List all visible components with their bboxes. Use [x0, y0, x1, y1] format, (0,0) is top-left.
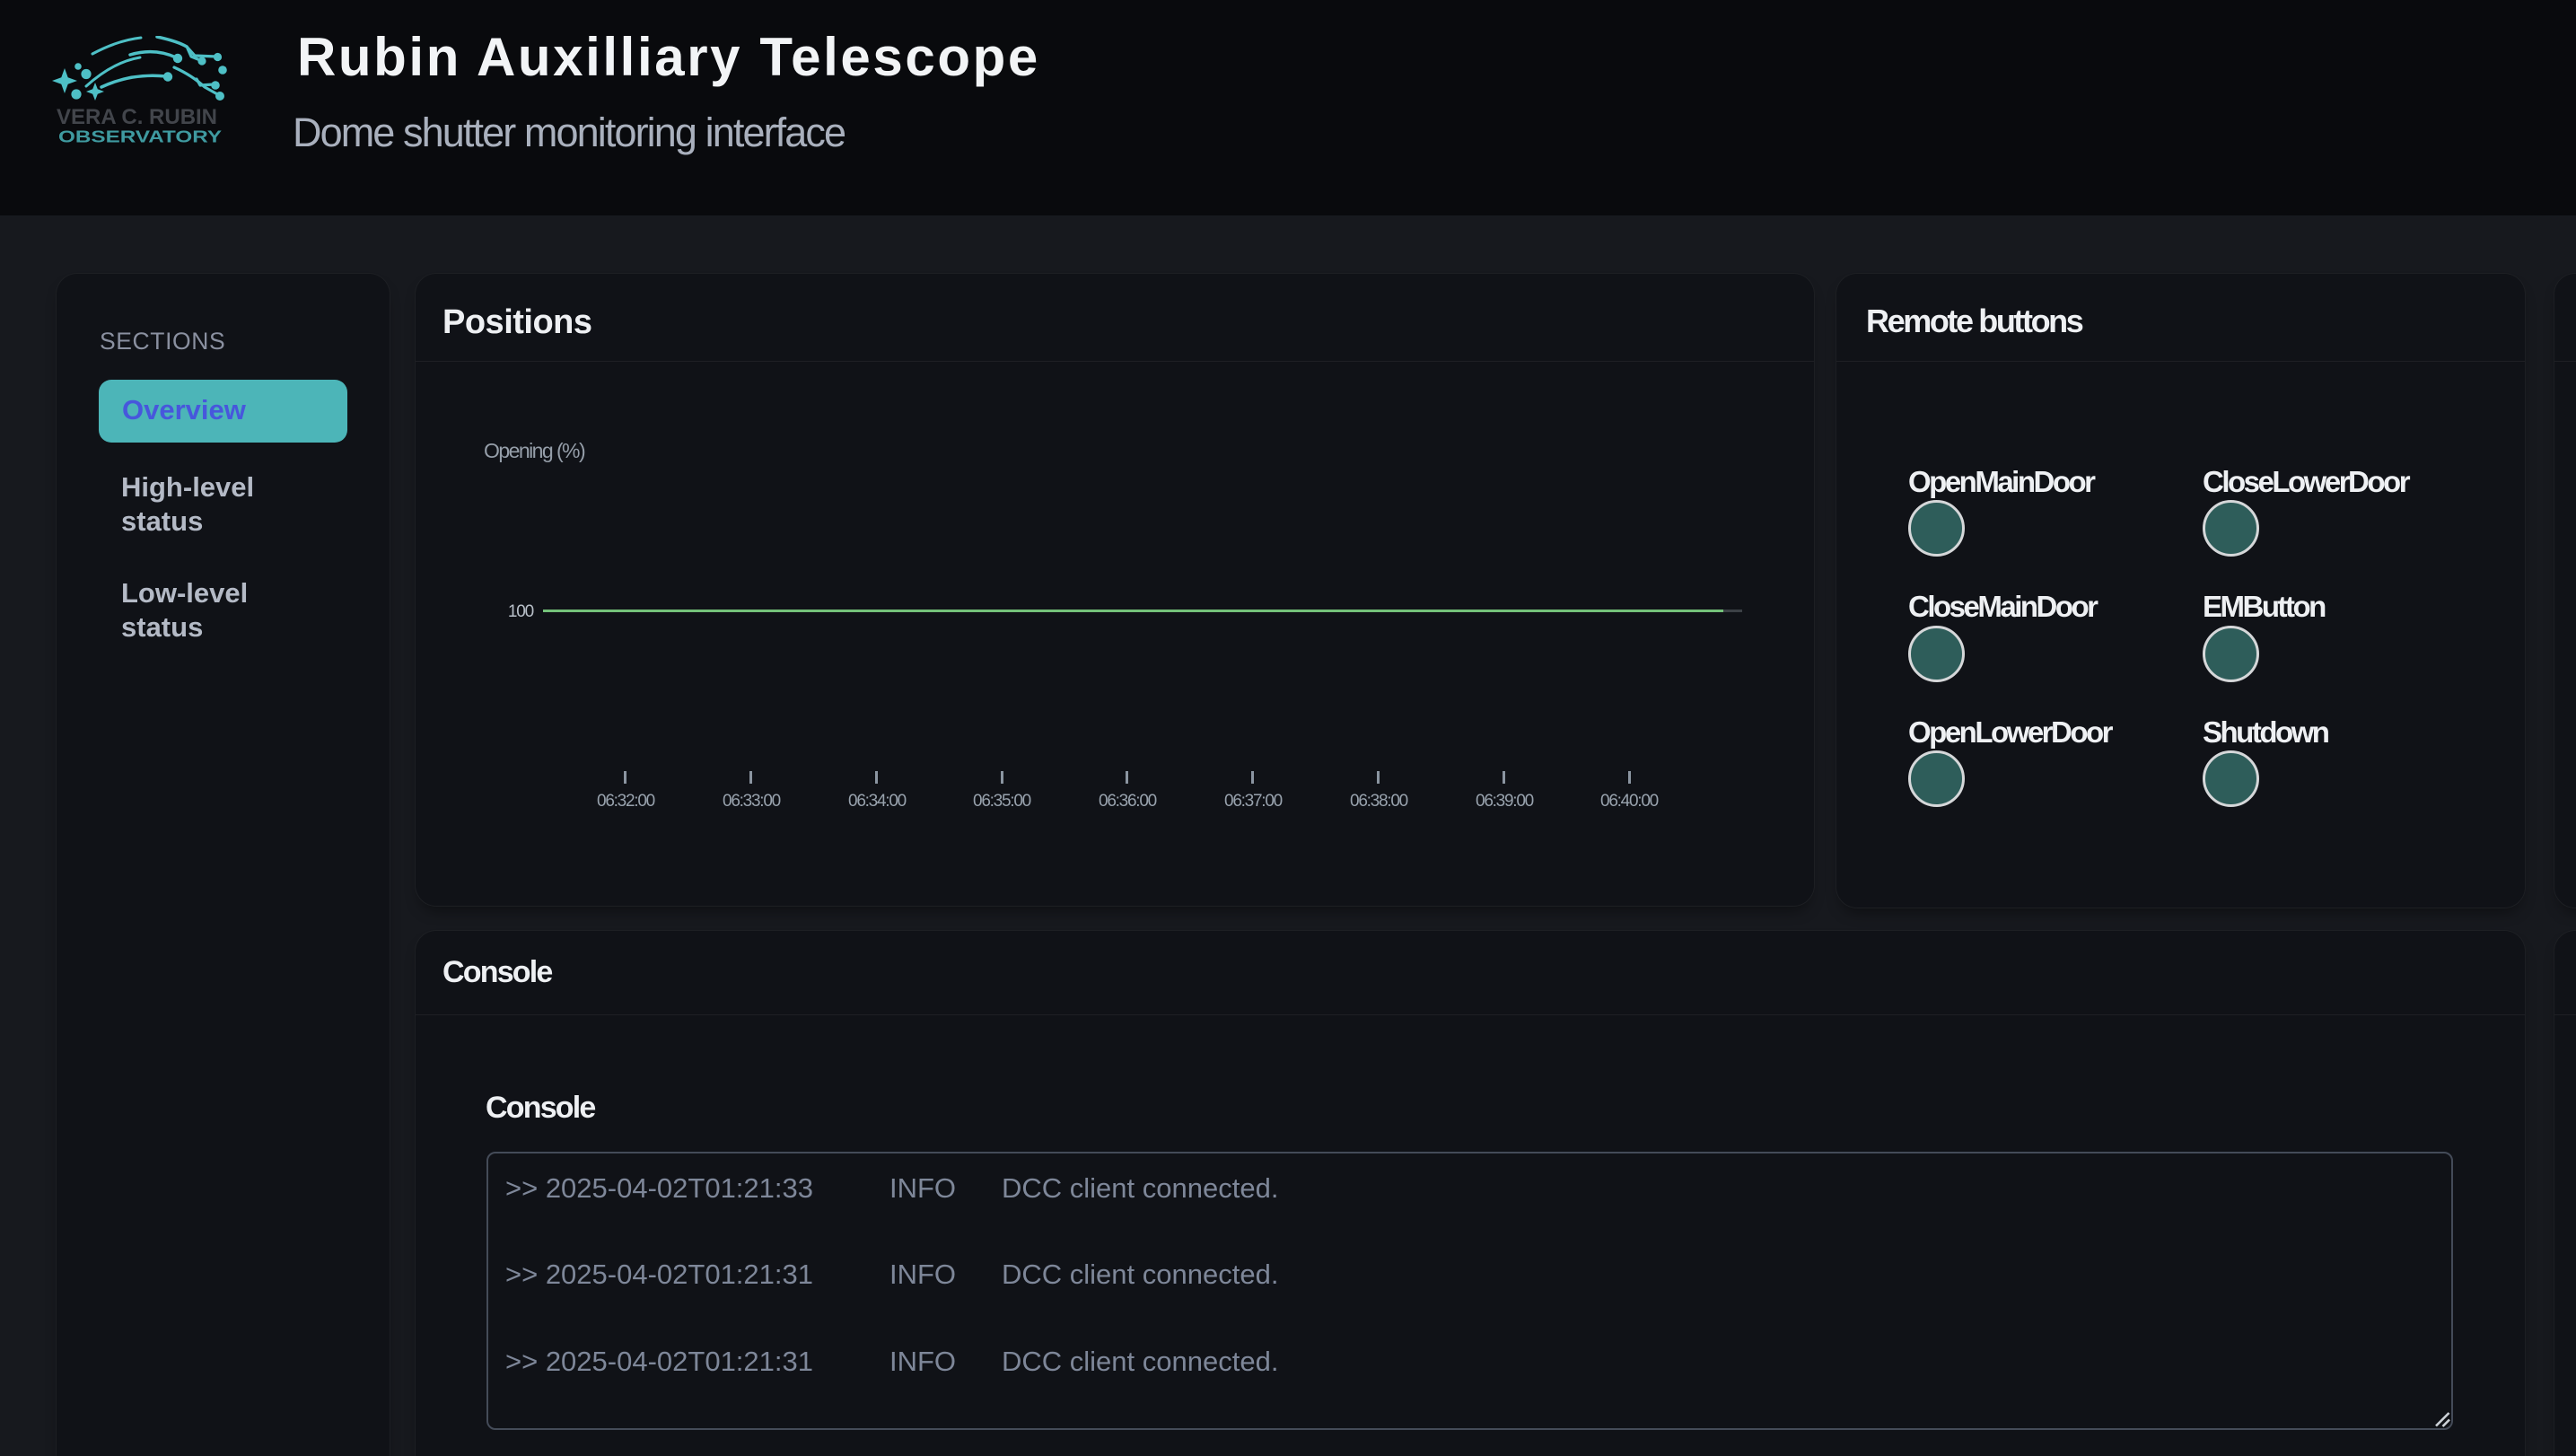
svg-text:OBSERVATORY: OBSERVATORY — [58, 127, 223, 146]
svg-text:VERA C. RUBIN: VERA C. RUBIN — [57, 105, 217, 129]
